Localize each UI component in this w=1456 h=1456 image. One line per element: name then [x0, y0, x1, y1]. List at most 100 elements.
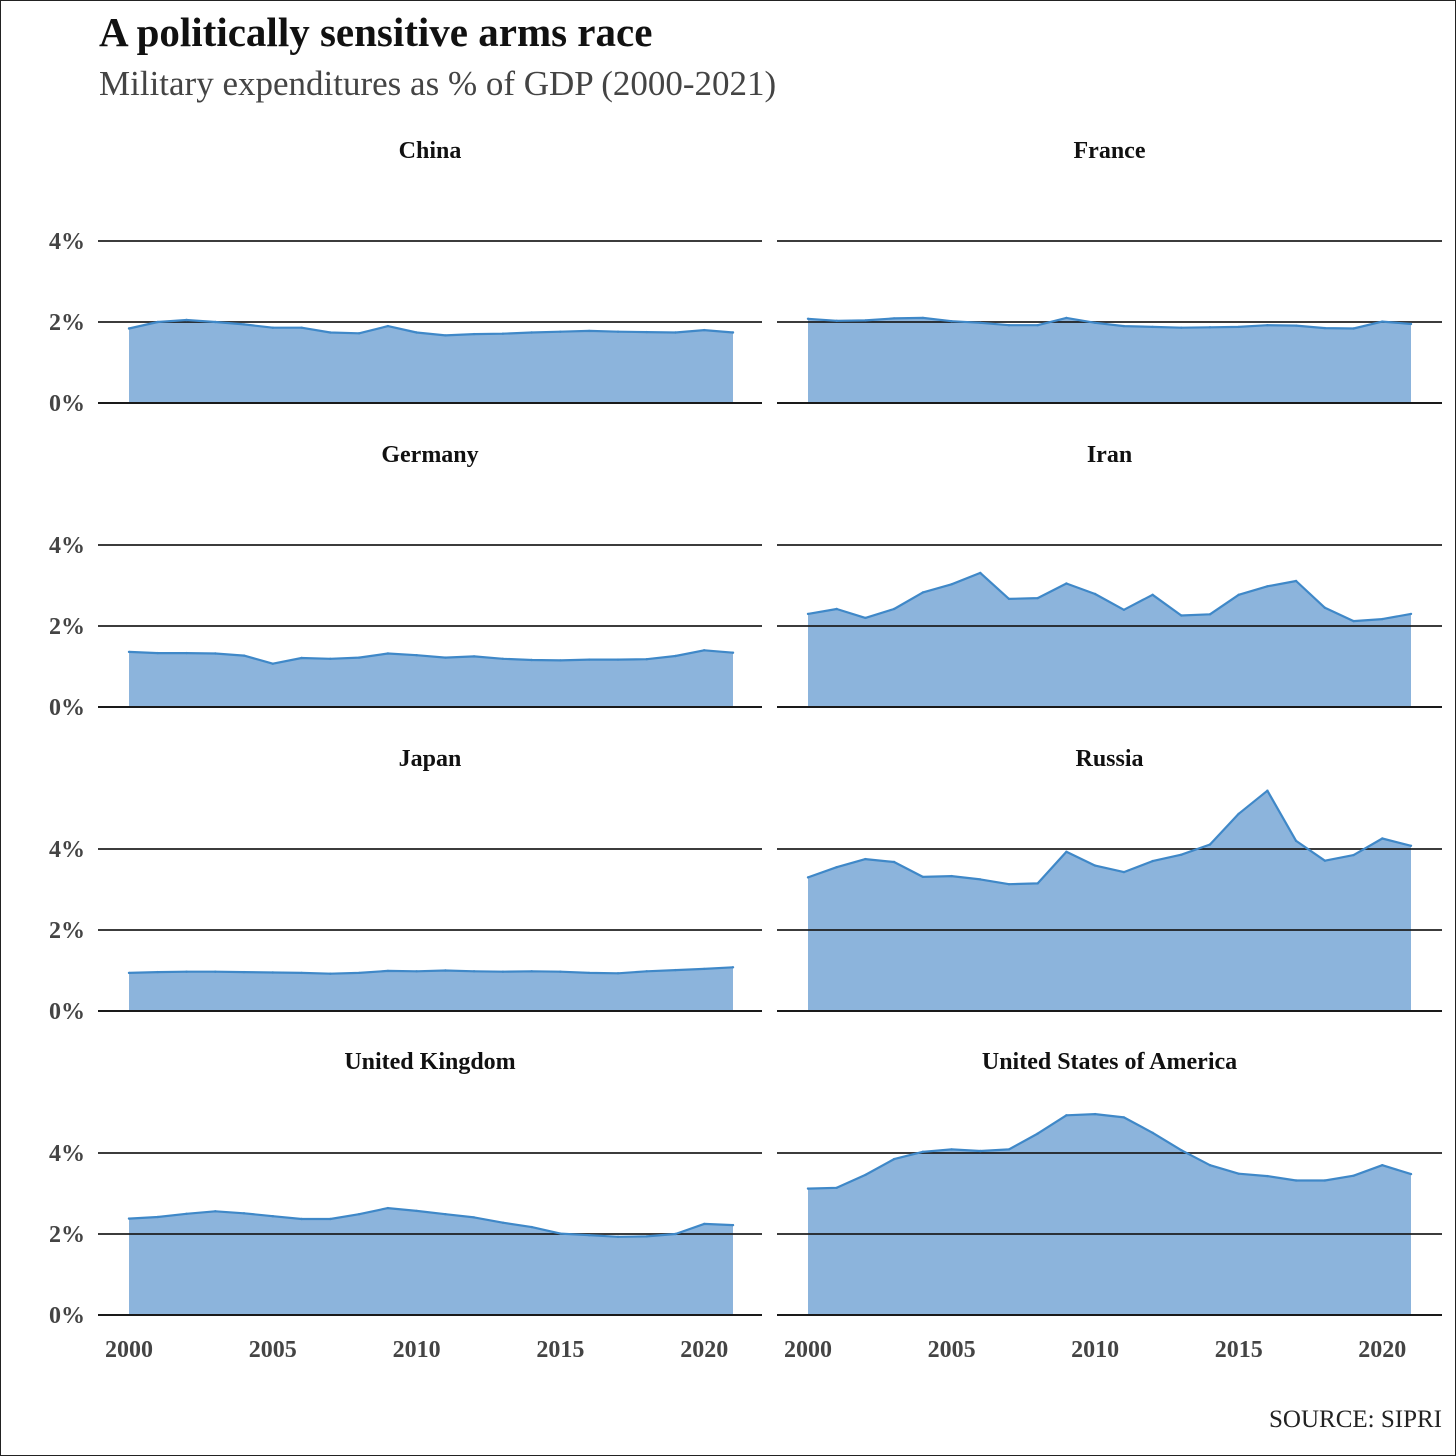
point-china-2014 — [530, 331, 533, 334]
y-tick-label-united-kingdom-0: 0% — [49, 1303, 85, 1329]
point-russia-2013 — [1180, 853, 1183, 856]
point-japan-2009 — [386, 969, 390, 973]
point-russia-2000 — [806, 876, 810, 879]
point-iran-2013 — [1180, 614, 1183, 617]
x-tick-label-united-kingdom-2015: 2015 — [536, 1337, 584, 1363]
point-russia-2011 — [1122, 870, 1126, 874]
point-united-states-of-america-2014 — [1208, 1164, 1212, 1167]
point-china-2004 — [242, 323, 246, 326]
point-germany-2011 — [444, 656, 447, 659]
point-china-2021 — [731, 331, 735, 334]
panel-title-france: France — [1074, 138, 1146, 164]
line-japan — [128, 966, 734, 975]
point-iran-2020 — [1381, 617, 1384, 621]
point-iran-2011 — [1122, 608, 1126, 611]
point-china-2009 — [386, 324, 390, 328]
point-france-2019 — [1352, 327, 1355, 330]
point-united-kingdom-2012 — [472, 1216, 476, 1219]
point-germany-2020 — [703, 649, 706, 652]
point-japan-2017 — [616, 972, 620, 975]
point-united-kingdom-2020 — [703, 1222, 706, 1226]
panel-title-iran: Iran — [1087, 442, 1132, 468]
point-russia-2021 — [1409, 844, 1413, 847]
y-tick-label-united-kingdom-2: 2% — [49, 1222, 85, 1248]
point-united-kingdom-2017 — [616, 1235, 620, 1239]
point-japan-2004 — [242, 970, 246, 974]
point-iran-2005 — [950, 583, 953, 586]
point-japan-2001 — [156, 970, 159, 974]
point-china-2020 — [703, 328, 706, 332]
point-germany-2008 — [357, 656, 361, 659]
panel-united-states-of-america: United States of America 2000 2005 2010 2015… — [777, 1049, 1442, 1363]
point-united-kingdom-2007 — [329, 1217, 332, 1221]
area-russia — [808, 790, 1411, 1011]
point-germany-2006 — [300, 656, 303, 660]
point-united-kingdom-2004 — [242, 1212, 246, 1215]
point-united-kingdom-2005 — [271, 1215, 274, 1218]
chart-subtitle: Military expenditures as % of GDP (2000-… — [99, 64, 777, 103]
point-iran-2001 — [835, 607, 838, 611]
point-iran-2015 — [1237, 593, 1240, 596]
x-tick-label-united-states-of-america-2010: 2010 — [1071, 1337, 1119, 1363]
point-china-2010 — [415, 331, 418, 334]
point-france-2000 — [806, 317, 810, 320]
point-germany-2003 — [214, 652, 217, 655]
point-russia-2018 — [1323, 859, 1327, 862]
point-japan-2010 — [415, 970, 418, 973]
area-united-kingdom — [129, 1208, 733, 1315]
point-china-2003 — [214, 320, 217, 324]
panel-japan: Japan 0% 2% 4% — [49, 746, 762, 1025]
point-china-2012 — [472, 332, 476, 336]
y-tick-label-germany-0: 0% — [49, 695, 85, 721]
point-china-2007 — [329, 331, 332, 334]
panel-title-germany: Germany — [381, 442, 478, 468]
area-united-states-of-america — [808, 1114, 1411, 1315]
point-united-states-of-america-2006 — [979, 1149, 982, 1153]
line-china — [128, 318, 734, 337]
point-japan-2013 — [501, 970, 505, 973]
point-russia-2020 — [1381, 837, 1384, 840]
area-germany — [129, 650, 733, 707]
panel-title-japan: Japan — [399, 746, 462, 772]
point-russia-2008 — [1036, 882, 1039, 885]
y-tick-label-china-2: 2% — [49, 310, 85, 336]
point-france-2018 — [1323, 326, 1327, 330]
x-tick-label-united-kingdom-2005: 2005 — [249, 1337, 297, 1363]
point-russia-2010 — [1093, 864, 1097, 867]
point-united-states-of-america-2019 — [1352, 1174, 1355, 1177]
point-iran-2003 — [892, 607, 896, 611]
x-tick-label-united-kingdom-2020: 2020 — [680, 1337, 728, 1363]
point-france-2001 — [835, 319, 838, 322]
point-iran-2012 — [1151, 593, 1154, 596]
point-united-states-of-america-2018 — [1323, 1179, 1327, 1182]
point-germany-2014 — [530, 658, 533, 662]
point-united-states-of-america-2008 — [1036, 1132, 1039, 1135]
panel-title-united-states-of-america: United States of America — [982, 1049, 1237, 1075]
point-china-2016 — [588, 329, 591, 333]
point-france-2002 — [864, 319, 867, 322]
x-tick-label-united-states-of-america-2005: 2005 — [928, 1337, 976, 1363]
point-iran-2014 — [1208, 613, 1212, 616]
point-russia-2001 — [835, 866, 838, 869]
point-germany-2018 — [645, 658, 648, 661]
point-united-kingdom-2006 — [300, 1217, 303, 1221]
line-iran — [807, 571, 1412, 623]
x-tick-label-united-states-of-america-2015: 2015 — [1215, 1337, 1263, 1363]
point-germany-2002 — [185, 651, 188, 655]
point-united-kingdom-2002 — [185, 1212, 188, 1216]
point-germany-2004 — [242, 654, 246, 657]
point-united-states-of-america-2020 — [1381, 1164, 1384, 1167]
point-france-2014 — [1208, 326, 1212, 329]
point-united-states-of-america-2015 — [1237, 1172, 1240, 1175]
point-france-2010 — [1093, 321, 1097, 324]
point-france-2011 — [1122, 324, 1126, 328]
point-france-2012 — [1151, 325, 1154, 329]
point-japan-2021 — [731, 966, 735, 969]
point-japan-2018 — [645, 970, 648, 973]
panel-united-kingdom: United Kingdom 0% 2% 4% 2000 2005 2010 2015 2020 — [49, 1049, 762, 1363]
point-united-states-of-america-2005 — [950, 1148, 953, 1151]
point-japan-2011 — [444, 969, 447, 972]
point-china-2011 — [444, 334, 447, 337]
point-germany-2016 — [588, 658, 591, 661]
x-tick-label-united-kingdom-2010: 2010 — [393, 1337, 441, 1363]
